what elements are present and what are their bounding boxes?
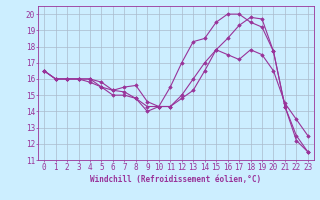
X-axis label: Windchill (Refroidissement éolien,°C): Windchill (Refroidissement éolien,°C) <box>91 175 261 184</box>
